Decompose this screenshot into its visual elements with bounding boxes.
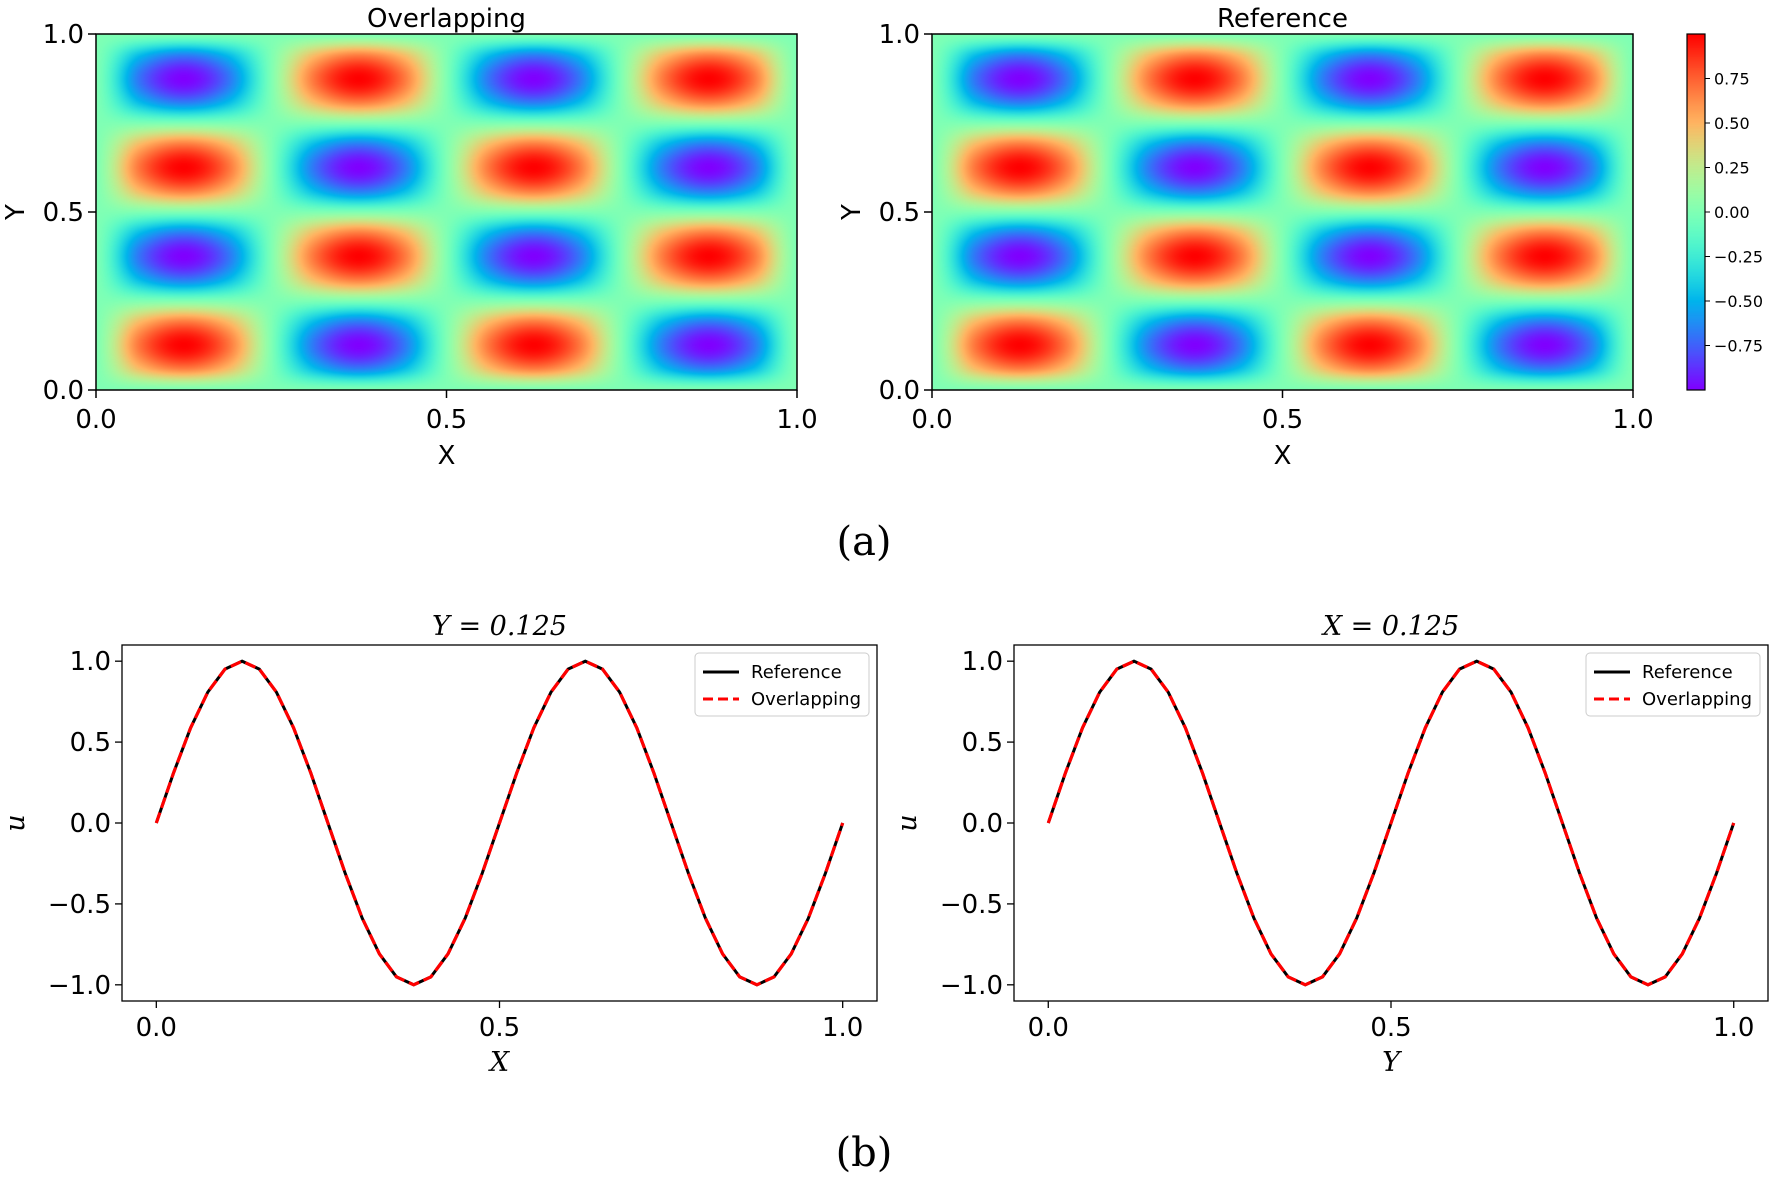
x-tick-label: 0.0 (75, 405, 116, 435)
y-axis-label: Y (837, 204, 867, 221)
panel-label-b: (b) (836, 1130, 893, 1176)
y-tick-label: −1.0 (940, 971, 1003, 1001)
x-tick-label: 0.5 (1370, 1013, 1411, 1043)
colorbar (1687, 34, 1705, 390)
y-tick-label: 0.0 (879, 376, 920, 406)
colorbar-tick-label: 0.00 (1714, 203, 1750, 222)
x-axis-label: Y (1382, 1047, 1402, 1078)
panel-label-a: (a) (836, 519, 891, 565)
y-tick-label: 1.0 (962, 647, 1003, 677)
x-tick-label: 0.5 (426, 405, 467, 435)
x-tick-label: 0.5 (1262, 405, 1303, 435)
x-tick-label: 1.0 (776, 405, 817, 435)
y-tick-label: 0.5 (962, 728, 1003, 758)
legend-label: Overlapping (1642, 689, 1752, 710)
axes-frame (931, 33, 1634, 391)
y-tick-label: 0.5 (70, 728, 111, 758)
x-tick-label: 0.0 (911, 405, 952, 435)
axes-frame (95, 33, 798, 391)
y-tick-label: 0.5 (879, 198, 920, 228)
legend-label: Reference (1642, 662, 1733, 683)
colorbar-tick-label: 0.75 (1714, 70, 1750, 89)
series-line-overlapping (1046, 659, 1736, 987)
y-axis-label: Y (1, 204, 31, 221)
x-axis-label: X (1274, 441, 1292, 471)
heatmap-reference (932, 34, 1633, 390)
y-axis-label: u (892, 814, 923, 831)
x-tick-label: 1.0 (1612, 405, 1653, 435)
chart-title: Y = 0.125 (432, 611, 567, 642)
y-tick-label: 0.0 (70, 809, 111, 839)
x-tick-label: 0.0 (136, 1013, 177, 1043)
legend-label: Reference (751, 662, 842, 683)
x-tick-label: 1.0 (822, 1013, 863, 1043)
y-tick-label: −1.0 (48, 971, 111, 1001)
y-tick-label: −0.5 (48, 890, 111, 920)
colorbar-tick-label: 0.25 (1714, 159, 1750, 178)
chart-title: X = 0.125 (1321, 611, 1459, 642)
chart-title: Reference (1217, 4, 1348, 34)
colorbar-tick-label: −0.75 (1714, 337, 1763, 356)
heatmap-overlapping (96, 34, 797, 390)
x-tick-label: 0.0 (1028, 1013, 1069, 1043)
x-axis-label: X (438, 441, 456, 471)
colorbar-frame (1686, 33, 1706, 391)
y-tick-label: −0.5 (940, 890, 1003, 920)
y-tick-label: 0.0 (962, 809, 1003, 839)
y-tick-label: 0.0 (43, 376, 84, 406)
y-tick-label: 1.0 (879, 20, 920, 50)
y-axis-label: u (0, 814, 31, 831)
x-tick-label: 1.0 (1713, 1013, 1754, 1043)
colorbar-tick-label: −0.25 (1714, 248, 1763, 267)
x-axis-label: X (488, 1047, 511, 1078)
series-line-overlapping (154, 659, 845, 987)
colorbar-tick-label: −0.50 (1714, 292, 1763, 311)
chart-title: Overlapping (367, 4, 526, 34)
y-tick-label: 0.5 (43, 198, 84, 228)
y-tick-label: 1.0 (43, 20, 84, 50)
legend-label: Overlapping (751, 689, 861, 710)
x-tick-label: 0.5 (479, 1013, 520, 1043)
y-tick-label: 1.0 (70, 647, 111, 677)
colorbar-tick-label: 0.50 (1714, 114, 1750, 133)
